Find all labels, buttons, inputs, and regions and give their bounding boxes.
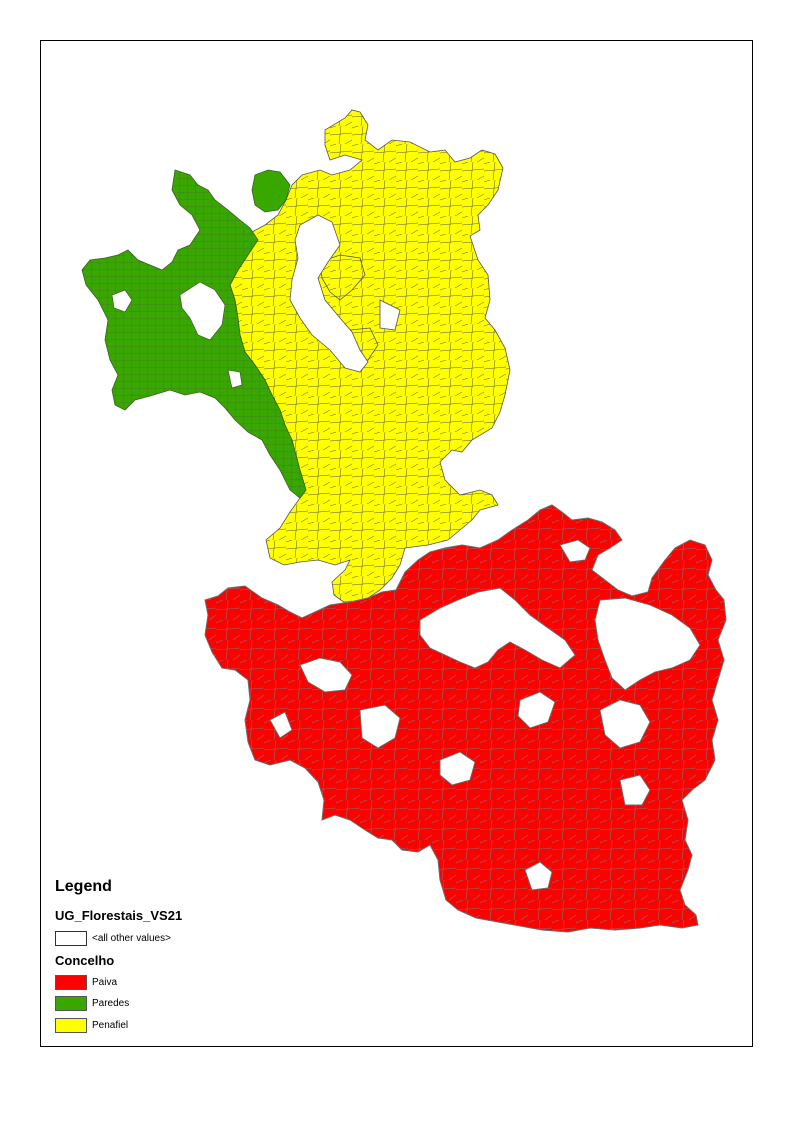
legend-title: Legend xyxy=(55,878,112,895)
legend-label-paiva: Paiva xyxy=(92,976,118,988)
legend-label-paredes: Paredes xyxy=(92,997,130,1009)
paiva-region[interactable] xyxy=(204,504,727,933)
legend-entry-paredes: Paredes xyxy=(55,995,129,1011)
legend-entry-other-values: <all other values> xyxy=(55,930,171,946)
legend-entry-penafiel: Penafiel xyxy=(55,1017,128,1033)
legend-swatch-paredes xyxy=(55,995,87,1011)
legend-label-penafiel: Penafiel xyxy=(92,1019,129,1031)
legend-swatch-paiva xyxy=(55,974,87,990)
legend-swatch-penafiel xyxy=(55,1017,87,1033)
legend-label-other-values: <all other values> xyxy=(92,932,171,944)
legend-field-name: Concelho xyxy=(55,953,115,968)
legend-entry-paiva: Paiva xyxy=(55,974,117,990)
legend-layer-name: UG_Florestais_VS21 xyxy=(55,908,183,923)
legend-swatch-other-values xyxy=(55,930,87,946)
penafiel-region[interactable] xyxy=(229,109,511,606)
paredes-region[interactable] xyxy=(81,169,307,499)
